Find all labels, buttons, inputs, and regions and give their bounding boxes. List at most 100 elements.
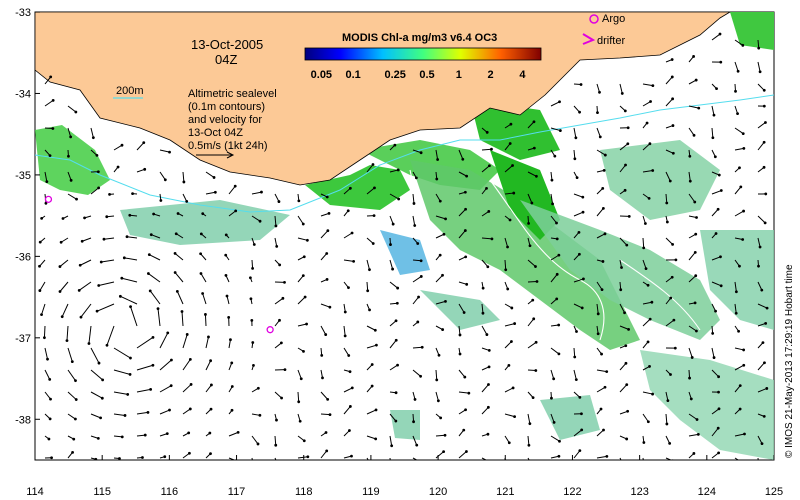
velocity-arrow-head [201, 212, 205, 216]
velocity-arrow [619, 457, 622, 460]
velocity-arrow [458, 208, 466, 217]
velocity-arrow [504, 413, 515, 418]
velocity-arrow [665, 237, 673, 245]
velocity-arrow [366, 435, 376, 440]
velocity-arrow [757, 303, 768, 309]
velocity-arrow-head [91, 136, 95, 140]
velocity-arrow-head [762, 104, 766, 108]
velocity-arrow-head [574, 136, 578, 140]
velocity-arrow [113, 413, 126, 416]
velocity-arrows [38, 32, 769, 468]
velocity-arrow-head [251, 341, 255, 344]
velocity-arrow-head [60, 315, 64, 319]
velocity-arrow-head [94, 457, 98, 460]
velocity-arrow-head [79, 315, 83, 319]
velocity-arrow [343, 387, 353, 393]
velocity-arrow [136, 411, 149, 415]
sealevel-note-line: and velocity for [188, 114, 262, 126]
velocity-arrow [642, 143, 651, 151]
velocity-arrow-head [274, 443, 278, 447]
velocity-arrow-head [530, 201, 534, 205]
velocity-arrow-head [236, 430, 240, 434]
lat-tick-label: -35 [15, 170, 31, 182]
velocity-arrow-head [764, 192, 768, 196]
velocity-arrow-head [626, 126, 630, 130]
velocity-arrow-head [278, 318, 281, 322]
velocity-arrow [757, 122, 766, 129]
velocity-arrow [458, 303, 465, 313]
velocity-arrow-head [301, 222, 305, 226]
velocity-arrow-head [189, 383, 193, 386]
lon-tick-label: 116 [161, 486, 179, 498]
lon-tick-label: 115 [93, 486, 111, 498]
velocity-arrow-head [61, 217, 65, 220]
velocity-arrow-head [695, 329, 698, 333]
velocity-arrow-head [624, 361, 628, 365]
velocity-arrow-head [212, 176, 216, 179]
velocity-arrow-head [44, 201, 48, 205]
velocity-arrow [757, 83, 765, 91]
velocity-arrow-head [582, 277, 585, 281]
velocity-arrow [320, 391, 329, 400]
velocity-arrow-head [209, 452, 212, 456]
velocity-arrow [619, 362, 627, 371]
velocity-arrow [527, 318, 535, 327]
velocity-arrow-head [321, 376, 324, 380]
velocity-arrow-head [142, 141, 146, 145]
velocity-arrow-head [487, 349, 491, 352]
velocity-arrow-head [602, 428, 605, 432]
velocity-arrow-head [668, 179, 672, 183]
velocity-arrow-head [762, 414, 766, 418]
velocity-arrow-head [627, 327, 630, 331]
velocity-arrow [527, 413, 531, 424]
velocity-arrow-head [757, 264, 760, 268]
velocity-arrow-head [643, 222, 647, 225]
velocity-arrow-head [420, 345, 424, 349]
credit-label: © IMOS 21-May-2013 17:29:19 Hobart time [784, 264, 795, 458]
velocity-arrow [149, 290, 161, 305]
colorbar-tick-label: 0.25 [384, 69, 405, 81]
velocity-arrow-head [120, 143, 124, 147]
velocity-arrow-head [325, 278, 329, 281]
velocity-arrow-head [623, 465, 626, 468]
velocity-arrow [320, 253, 328, 261]
velocity-arrow-head [718, 32, 722, 36]
velocity-arrow-head [551, 202, 554, 206]
velocity-arrow-head [643, 465, 646, 468]
velocity-arrow [688, 275, 697, 283]
velocity-arrow-head [671, 97, 675, 101]
velocity-arrow [389, 193, 399, 200]
velocity-arrow [274, 193, 280, 202]
velocity-arrow-head [603, 153, 607, 157]
velocity-arrow [159, 409, 170, 415]
velocity-arrow [297, 237, 308, 241]
velocity-arrow-head [557, 253, 561, 257]
velocity-arrow-head [758, 70, 762, 74]
velocity-arrow-head [297, 400, 301, 404]
velocity-arrow [205, 191, 216, 195]
velocity-arrow-head [67, 154, 70, 158]
velocity-arrow-head [670, 75, 674, 79]
velocity-arrow-head [738, 407, 742, 411]
velocity-arrow [389, 339, 397, 349]
argo-float-marker [44, 195, 53, 203]
velocity-arrow [573, 347, 576, 358]
velocity-arrow [412, 296, 419, 305]
velocity-arrow-head [742, 462, 745, 465]
velocity-arrow-head [574, 378, 578, 382]
velocity-arrow-head [129, 356, 132, 360]
velocity-arrow [435, 215, 446, 220]
velocity-arrow-head [742, 147, 746, 150]
velocity-arrow [297, 369, 302, 379]
sealevel-contours [409, 169, 701, 361]
velocity-arrow [642, 413, 649, 423]
velocity-arrow [228, 457, 236, 460]
velocity-arrow-head [716, 207, 720, 211]
velocity-arrow-head [719, 60, 723, 64]
velocity-arrow-head [143, 433, 147, 437]
velocity-arrow-head [486, 405, 490, 409]
velocity-arrow-head [717, 173, 721, 177]
velocity-arrow-head [760, 442, 764, 446]
velocity-arrow-head [168, 408, 171, 412]
